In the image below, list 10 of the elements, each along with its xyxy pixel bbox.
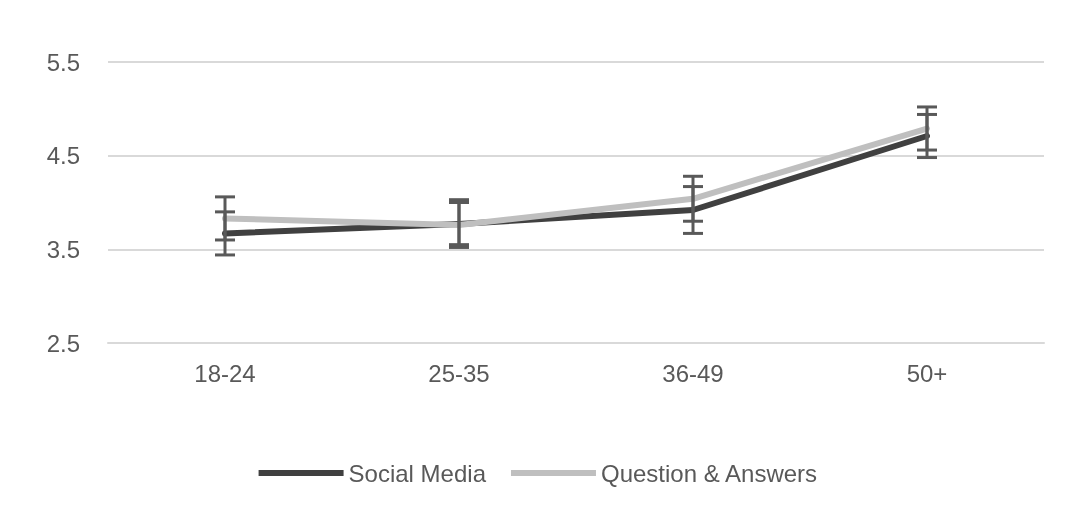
y-tick-label: 2.5 bbox=[46, 329, 80, 357]
x-tick-label: 50+ bbox=[906, 359, 948, 387]
y-tick-label: 5.5 bbox=[46, 48, 80, 76]
legend-label: Social Media bbox=[348, 459, 487, 487]
y-tick-label: 3.5 bbox=[46, 235, 80, 263]
y-tick-label: 4.5 bbox=[46, 142, 80, 170]
legend-label: Question & Answers bbox=[600, 459, 818, 487]
x-tick-label: 18-24 bbox=[194, 359, 256, 387]
x-tick-label: 36-49 bbox=[662, 359, 724, 387]
x-tick-label: 25-35 bbox=[428, 359, 490, 387]
